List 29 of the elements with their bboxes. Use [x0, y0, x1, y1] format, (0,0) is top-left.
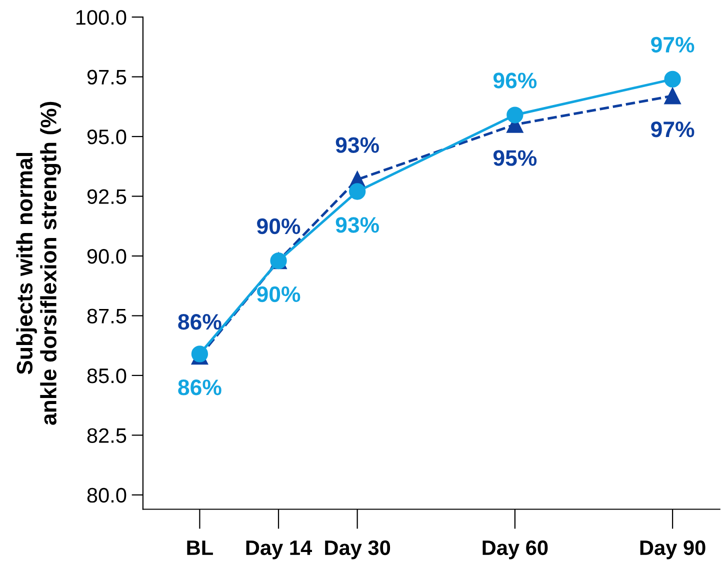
- data-label: 86%: [178, 314, 222, 330]
- x-tick-label: Day 30: [325, 540, 390, 560]
- y-tick-label: 80.0: [87, 488, 126, 503]
- data-label: 93%: [336, 137, 379, 153]
- x-tick-label: Day 60: [482, 540, 548, 560]
- y-tick-label: 100.0: [76, 10, 126, 25]
- data-label: 90%: [257, 286, 300, 302]
- y-tick-label: 97.5: [87, 70, 126, 85]
- point: [348, 183, 366, 200]
- data-label: 97%: [651, 122, 694, 138]
- data-label: 90%: [257, 218, 300, 234]
- point: [664, 70, 681, 88]
- data-label: 95%: [493, 150, 537, 166]
- y-axis-title: Subjects with normal ankle dorsiflexion strength (%): [16, 102, 61, 425]
- x-tick-label: Day 90: [640, 540, 706, 560]
- x-tick-label: Day 14: [246, 540, 312, 560]
- point: [506, 106, 524, 124]
- y-tick-label: 95.0: [87, 130, 126, 144]
- data-label: 97%: [651, 36, 694, 53]
- point: [664, 88, 681, 104]
- data-label: 93%: [336, 217, 379, 233]
- x-tick-label: BL: [187, 540, 213, 555]
- y-tick-label: 87.5: [87, 308, 126, 324]
- y-tick-label: 85.0: [87, 368, 126, 384]
- y-tick-label: 92.5: [87, 189, 126, 204]
- data-label: 96%: [493, 72, 537, 88]
- y-tick-label: 90.0: [87, 248, 126, 264]
- data-label: 86%: [178, 380, 222, 396]
- y-tick-label: 82.5: [87, 428, 126, 443]
